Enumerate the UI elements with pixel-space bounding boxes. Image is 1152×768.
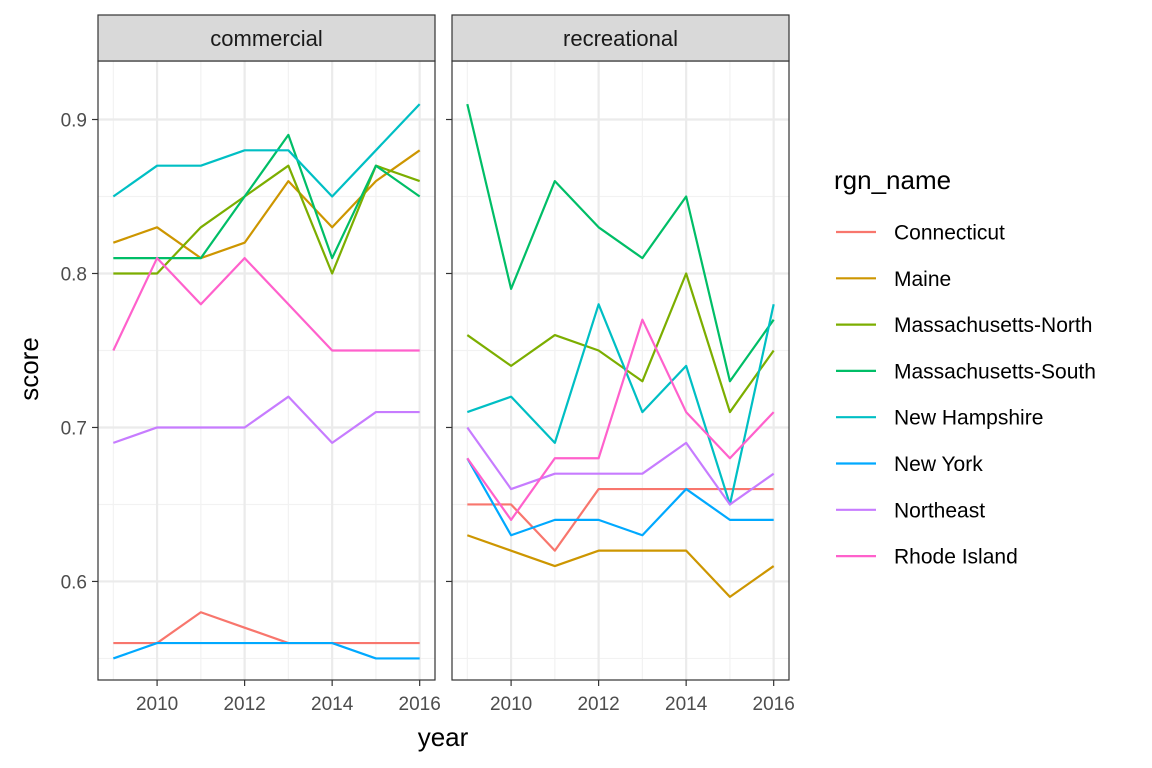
series-line-maine [466, 534, 775, 598]
legend-item: Maine [836, 268, 951, 291]
legend-label: Rhode Island [894, 546, 1018, 569]
panel-background [452, 61, 789, 680]
legend-item: New York [836, 453, 983, 476]
legend-label: Massachusetts-South [894, 360, 1096, 383]
x-tick-label: 2014 [665, 694, 708, 715]
legend-item: Massachusetts-South [836, 360, 1096, 383]
y-tick-label: 0.8 [61, 264, 87, 285]
y-axis-title: score [14, 337, 44, 401]
legend-label: Connecticut [894, 222, 1005, 245]
series-line-rhode-island [466, 318, 775, 521]
y-tick-label: 0.6 [61, 572, 87, 593]
x-tick-label: 2016 [399, 694, 441, 715]
panel-commercial: commercial [97, 14, 436, 681]
legend-item: Northeast [836, 499, 985, 522]
series-line-new-hampshire [466, 303, 775, 506]
series-line-maine [112, 149, 421, 260]
legend-item: New Hampshire [836, 407, 1043, 430]
legend-item: Connecticut [836, 222, 1005, 245]
panel-recreational: recreational [451, 14, 790, 681]
x-tick-label: 2012 [577, 694, 619, 715]
series-line-connecticut [113, 611, 420, 645]
strip-label: recreational [563, 26, 678, 51]
series-line-connecticut [467, 487, 774, 552]
x-axis-title: year [418, 722, 469, 752]
series-line-rhode-island [112, 256, 420, 352]
legend-label: New York [894, 453, 983, 476]
series-line-new-york [112, 641, 420, 660]
series-line-massachusetts-north [466, 272, 775, 414]
strip-label: commercial [210, 26, 322, 51]
series-line-new-york [466, 457, 774, 537]
x-tick-label: 2010 [490, 694, 532, 715]
series-line-massachusetts-south [466, 103, 775, 383]
series-line-massachusetts-south [113, 133, 421, 260]
panels-layer: commercial recreational [97, 14, 790, 681]
series-line-northeast [112, 395, 420, 444]
y-tick-label: 0.7 [61, 418, 87, 439]
legend-label: Massachusetts-North [894, 314, 1092, 337]
legend-label: New Hampshire [894, 407, 1043, 430]
legend-item: Massachusetts-North [836, 314, 1092, 337]
series-line-northeast [466, 426, 775, 506]
legend-item: Rhode Island [836, 546, 1018, 569]
strip-background [451, 14, 790, 62]
legend-label: Northeast [894, 499, 985, 522]
axes-layer: 2010 2012 2014 2016 0.6 0.7 0.8 0.9 2010 2012 2014… [61, 111, 795, 715]
series-line-new-hampshire [112, 103, 421, 198]
y-tick-label: 0.9 [61, 111, 87, 132]
x-tick-label: 2016 [753, 694, 795, 715]
x-tick-label: 2010 [136, 694, 178, 715]
x-tick-label: 2014 [311, 694, 354, 715]
x-tick-label: 2012 [223, 694, 265, 715]
legend-label: Maine [894, 268, 951, 291]
panel-background [98, 61, 435, 680]
legend: rgn_name Connecticut Maine Massachusetts-N… [834, 165, 1096, 569]
strip-background [97, 14, 436, 62]
legend-title: rgn_name [834, 165, 951, 195]
